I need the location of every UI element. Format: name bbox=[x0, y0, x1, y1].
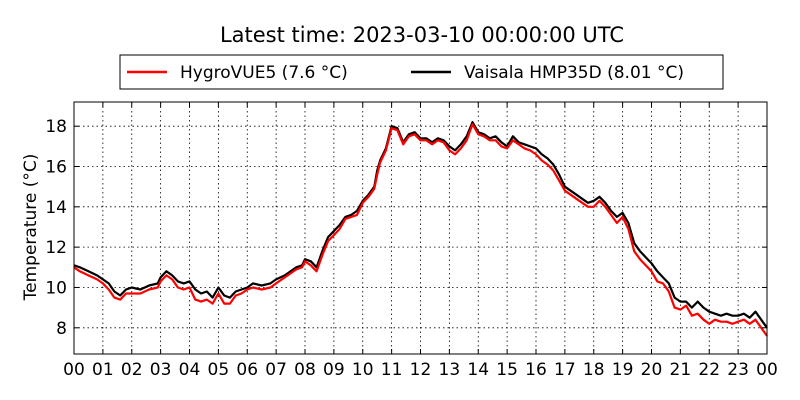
x-tick-label: 17 bbox=[554, 360, 576, 380]
x-tick-label: 08 bbox=[294, 360, 316, 380]
x-tick-label: 18 bbox=[583, 360, 605, 380]
x-tick-label: 03 bbox=[150, 360, 172, 380]
y-tick-label: 14 bbox=[45, 198, 67, 218]
x-tick-label: 14 bbox=[467, 360, 489, 380]
series-line-vaisala-hmp35d bbox=[73, 121, 768, 329]
x-tick-label: 13 bbox=[439, 360, 461, 380]
plot-frame bbox=[73, 101, 768, 355]
x-tick-label: 01 bbox=[92, 360, 114, 380]
x-tick-label: 12 bbox=[410, 360, 432, 380]
x-tick-label: 16 bbox=[525, 360, 547, 380]
legend-label-vaisala: Vaisala HMP35D (8.01 °C) bbox=[464, 63, 684, 83]
grid-lines bbox=[74, 102, 767, 354]
x-tick-label: 05 bbox=[208, 360, 230, 380]
y-tick-label: 10 bbox=[45, 278, 67, 298]
y-tick-label: 18 bbox=[45, 117, 67, 137]
legend: HygroVUE5 (7.6 °C) Vaisala HMP35D (8.01 … bbox=[119, 54, 724, 90]
axis-ticks: 00 01 02 03 04 05 06 07 08 09 10 11 12 13 14 15 16 17 18 19… bbox=[45, 102, 778, 380]
x-tick-label: 11 bbox=[381, 360, 403, 380]
x-tick-label: 00 bbox=[63, 360, 85, 380]
chart-title: Latest time: 2023-03-10 00:00:00 UTC bbox=[220, 23, 624, 47]
y-axis-label: Temperature (°C) bbox=[21, 154, 41, 302]
legend-label-hygrovue5: HygroVUE5 (7.6 °C) bbox=[180, 63, 348, 83]
x-tick-label: 23 bbox=[727, 360, 749, 380]
data-series bbox=[73, 121, 768, 337]
y-tick-label: 12 bbox=[45, 238, 67, 258]
x-tick-label: 04 bbox=[179, 360, 201, 380]
x-tick-label: 15 bbox=[496, 360, 518, 380]
x-tick-label: 21 bbox=[670, 360, 692, 380]
x-tick-label: 09 bbox=[323, 360, 345, 380]
series-line-hygrovue5 bbox=[73, 123, 768, 337]
y-tick-label: 8 bbox=[56, 319, 67, 339]
x-tick-label: 20 bbox=[641, 360, 663, 380]
x-tick-label: 02 bbox=[121, 360, 143, 380]
y-tick-label: 16 bbox=[45, 158, 67, 178]
x-tick-label: 10 bbox=[352, 360, 374, 380]
x-tick-label: 07 bbox=[265, 360, 287, 380]
x-tick-label: 00 bbox=[756, 360, 778, 380]
x-tick-label: 06 bbox=[236, 360, 258, 380]
x-tick-label: 22 bbox=[698, 360, 720, 380]
x-tick-label: 19 bbox=[612, 360, 634, 380]
